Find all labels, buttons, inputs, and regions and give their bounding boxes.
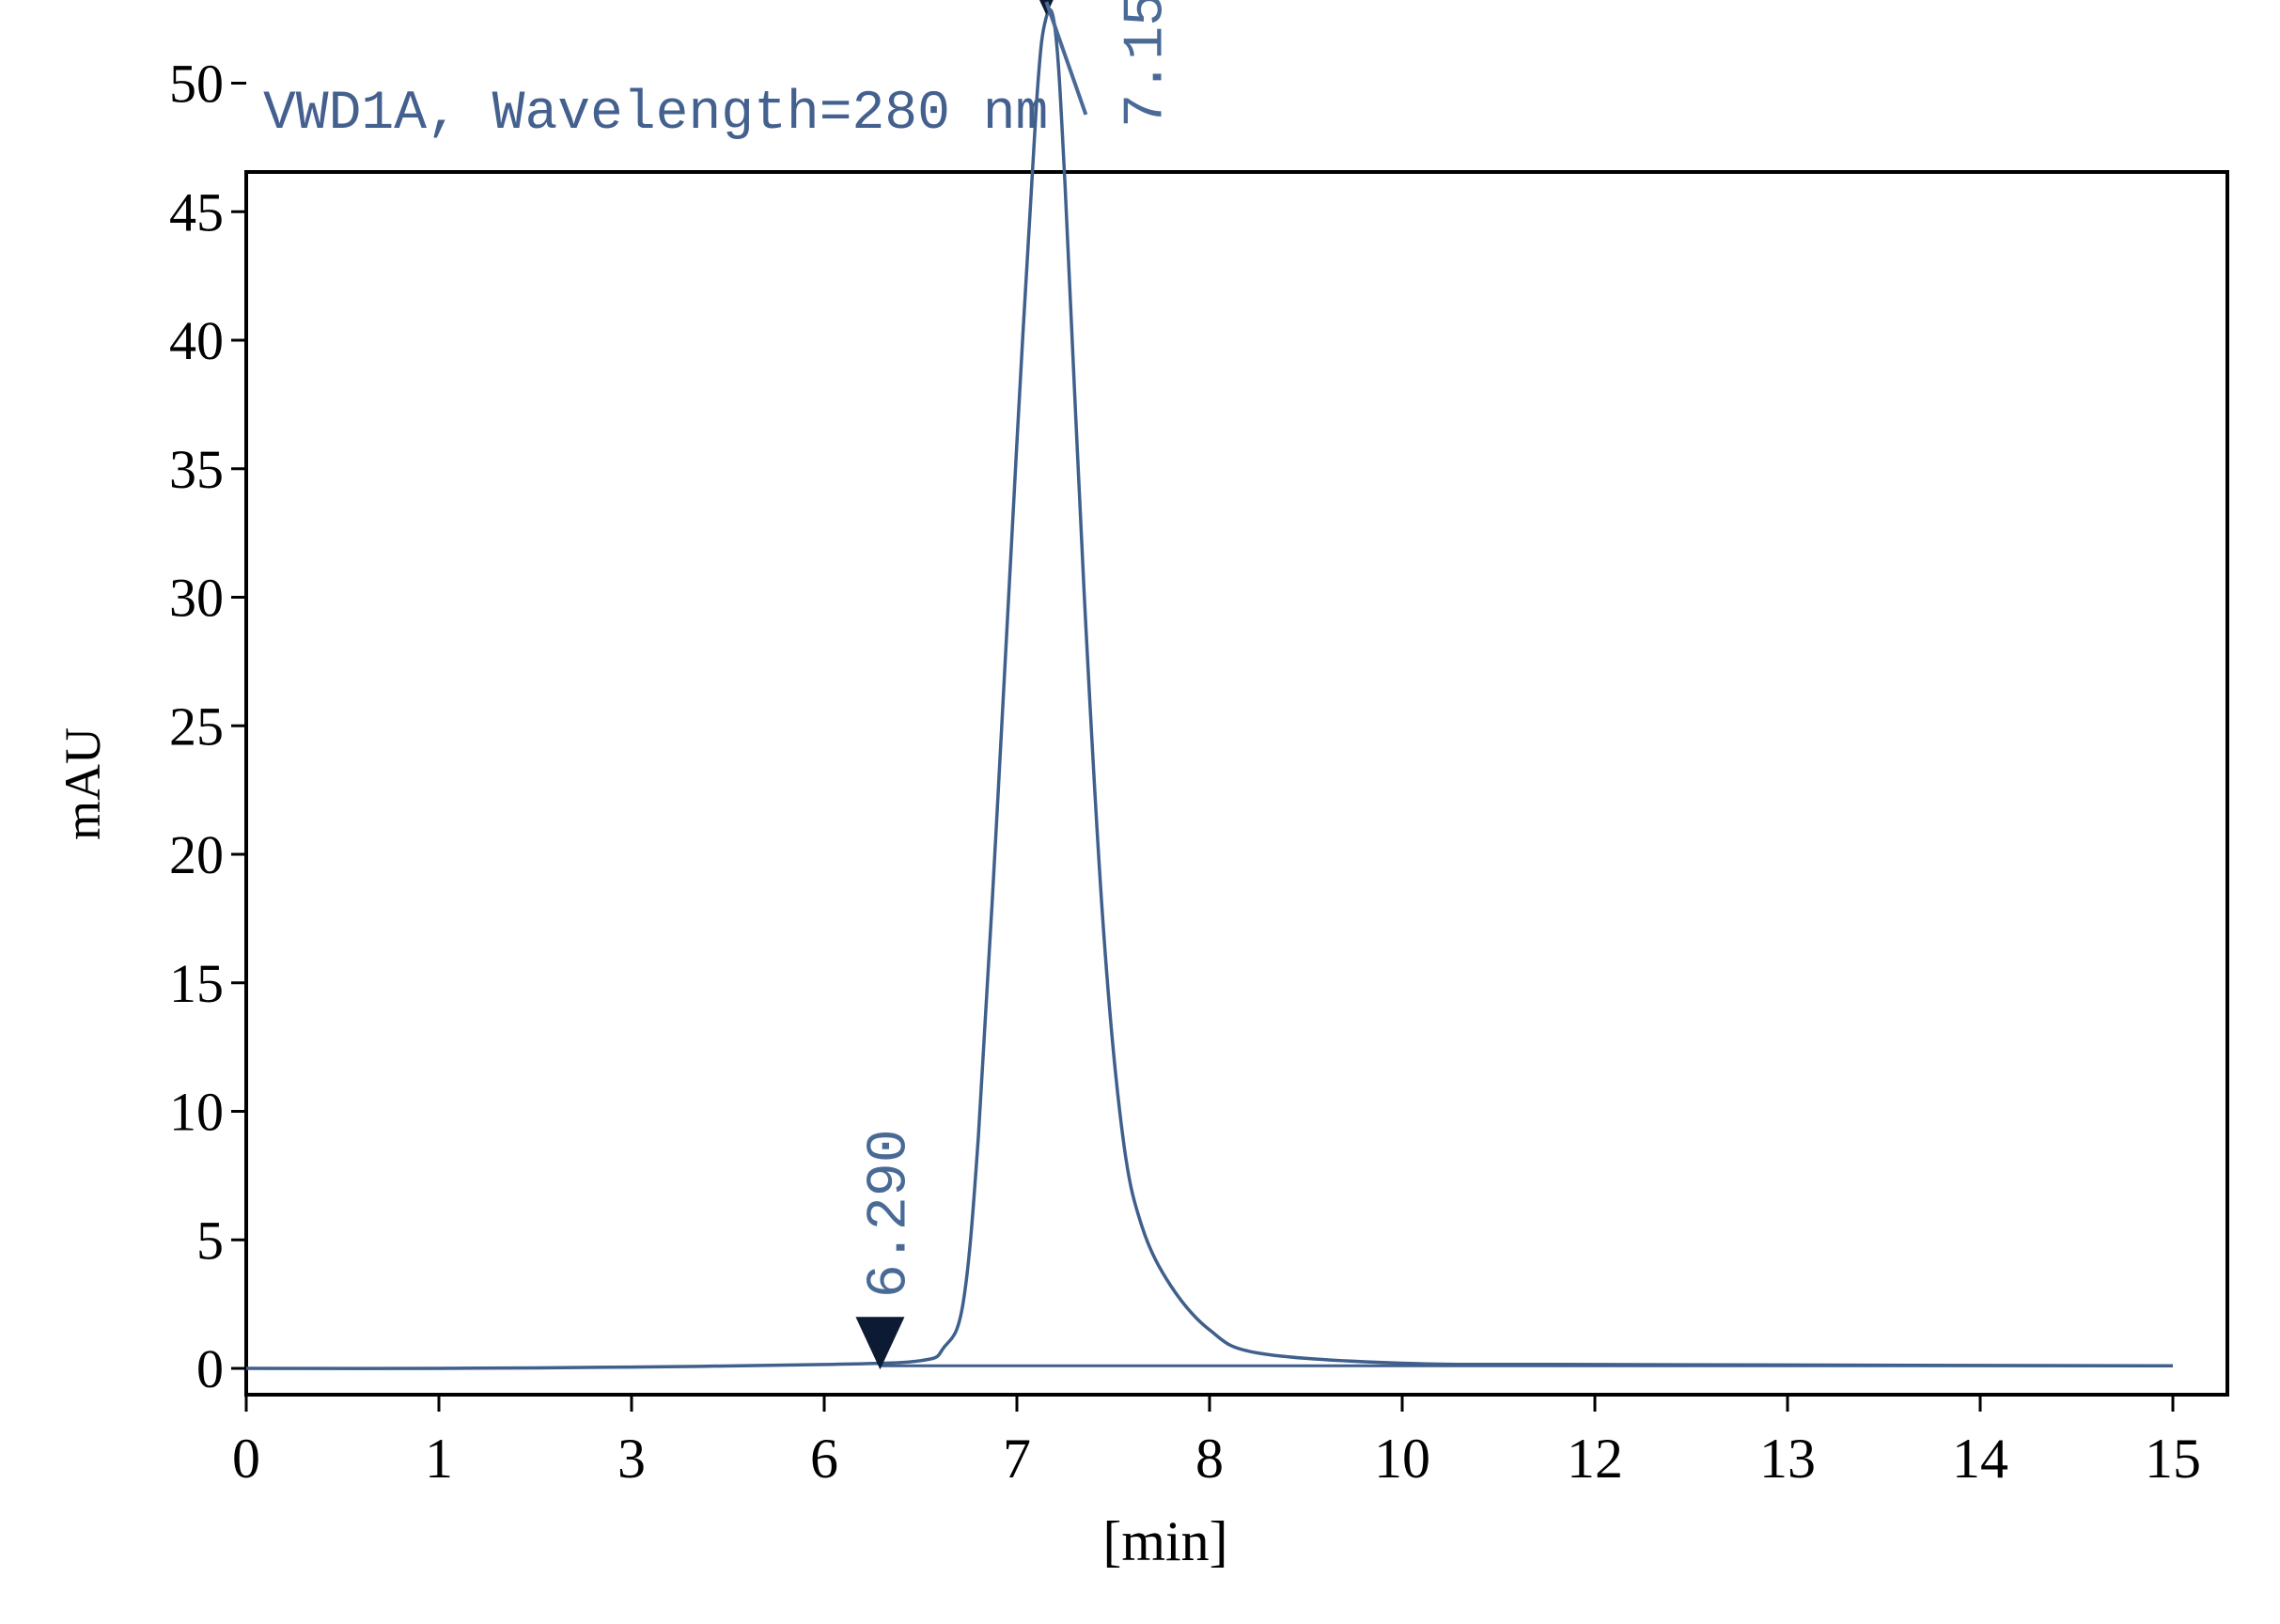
- x-tick-label-7: 12: [1567, 1428, 1623, 1490]
- y-tick-label-0: 0: [196, 1338, 224, 1399]
- y-tick-label-5: 5: [196, 1210, 224, 1271]
- peak-annotations: 6.290 7.153: [855, 0, 1179, 1370]
- y-tick-label-40: 40: [169, 310, 224, 371]
- y-tick-label-45: 45: [169, 181, 224, 242]
- x-tick-label-5: 8: [1195, 1428, 1224, 1490]
- y-tick-label-30: 30: [169, 568, 224, 629]
- x-tick-label-3: 6: [810, 1428, 838, 1490]
- peak-label-1: 7.153: [1115, 0, 1179, 128]
- x-tick-label-9: 14: [1952, 1428, 2008, 1490]
- y-tick-label-35: 35: [169, 439, 224, 500]
- y-tick-label-20: 20: [169, 824, 224, 885]
- x-tick-label-10: 15: [2145, 1428, 2201, 1490]
- y-axis: 0510152025303540455055: [169, 54, 246, 1399]
- x-tick-label-6: 10: [1374, 1428, 1430, 1490]
- y-tick-label-10: 10: [169, 1082, 224, 1143]
- x-tick-label-1: 1: [425, 1428, 453, 1490]
- x-tick-label-0: 0: [232, 1428, 260, 1490]
- x-axis-label: [min]: [1102, 1510, 1227, 1572]
- y-tick-label-25: 25: [169, 695, 224, 757]
- x-tick-label-8: 13: [1759, 1428, 1816, 1490]
- peak-tangent-line: [1044, 1, 1088, 116]
- y-tick-label-50: 50: [169, 54, 224, 115]
- x-axis: 0 1 3 6 7 8 10 12 13 14 15: [232, 1395, 2201, 1490]
- y-tick-label-15: 15: [169, 953, 224, 1014]
- y-axis-label: mAU: [55, 727, 111, 840]
- peak-marker-1: [1038, 0, 1054, 15]
- x-tick-label-2: 3: [617, 1428, 646, 1490]
- peak-label-0: 6.290: [858, 1129, 922, 1298]
- plot-frame: [244, 170, 2229, 1397]
- peak-marker-0: [855, 1317, 905, 1370]
- x-tick-label-4: 7: [1003, 1428, 1031, 1490]
- chart-title: VWD1A, Wavelength=280 nm: [263, 84, 1048, 145]
